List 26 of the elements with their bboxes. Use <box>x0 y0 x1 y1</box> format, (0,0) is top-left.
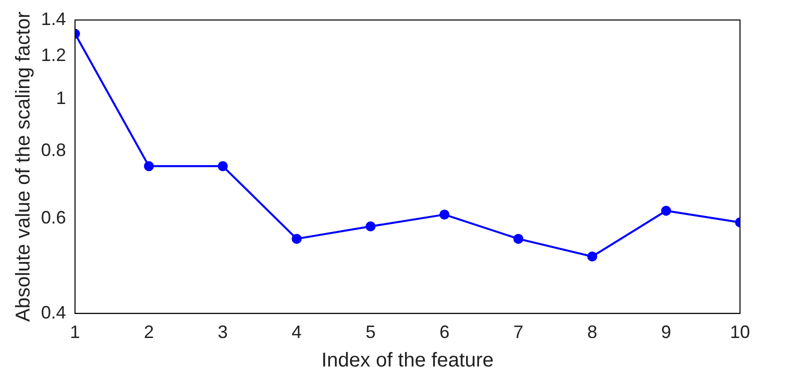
y-tick-label: 0.6 <box>40 207 66 228</box>
x-tick-label: 1 <box>70 322 80 342</box>
y-tick-label: 1.4 <box>40 8 66 29</box>
x-tick-label: 2 <box>144 322 154 342</box>
x-tick-label: 10 <box>730 322 750 342</box>
x-tick-label: 3 <box>218 322 228 342</box>
y-tick-label: 0.8 <box>40 140 66 160</box>
x-tick-label: 6 <box>439 322 450 342</box>
point <box>144 161 154 172</box>
point <box>218 161 228 172</box>
point <box>292 234 302 244</box>
y-tick-label: 1 <box>56 88 66 108</box>
point <box>439 210 450 220</box>
x-axis-title: Index of the feature <box>321 350 494 372</box>
y-tick-label: 1.2 <box>40 45 66 66</box>
y-axis-title: Absolute value of the scaling factor <box>12 11 35 322</box>
point <box>513 234 524 244</box>
point <box>661 206 672 216</box>
point <box>366 221 376 232</box>
y-tick-label: 0.4 <box>40 302 66 322</box>
x-tick-label: 5 <box>366 322 376 342</box>
x-tick-label: 9 <box>661 322 672 342</box>
point <box>587 252 598 262</box>
x-tick-label: 4 <box>292 322 302 342</box>
x-tick-label: 8 <box>587 322 598 342</box>
x-tick-label: 7 <box>513 322 524 342</box>
